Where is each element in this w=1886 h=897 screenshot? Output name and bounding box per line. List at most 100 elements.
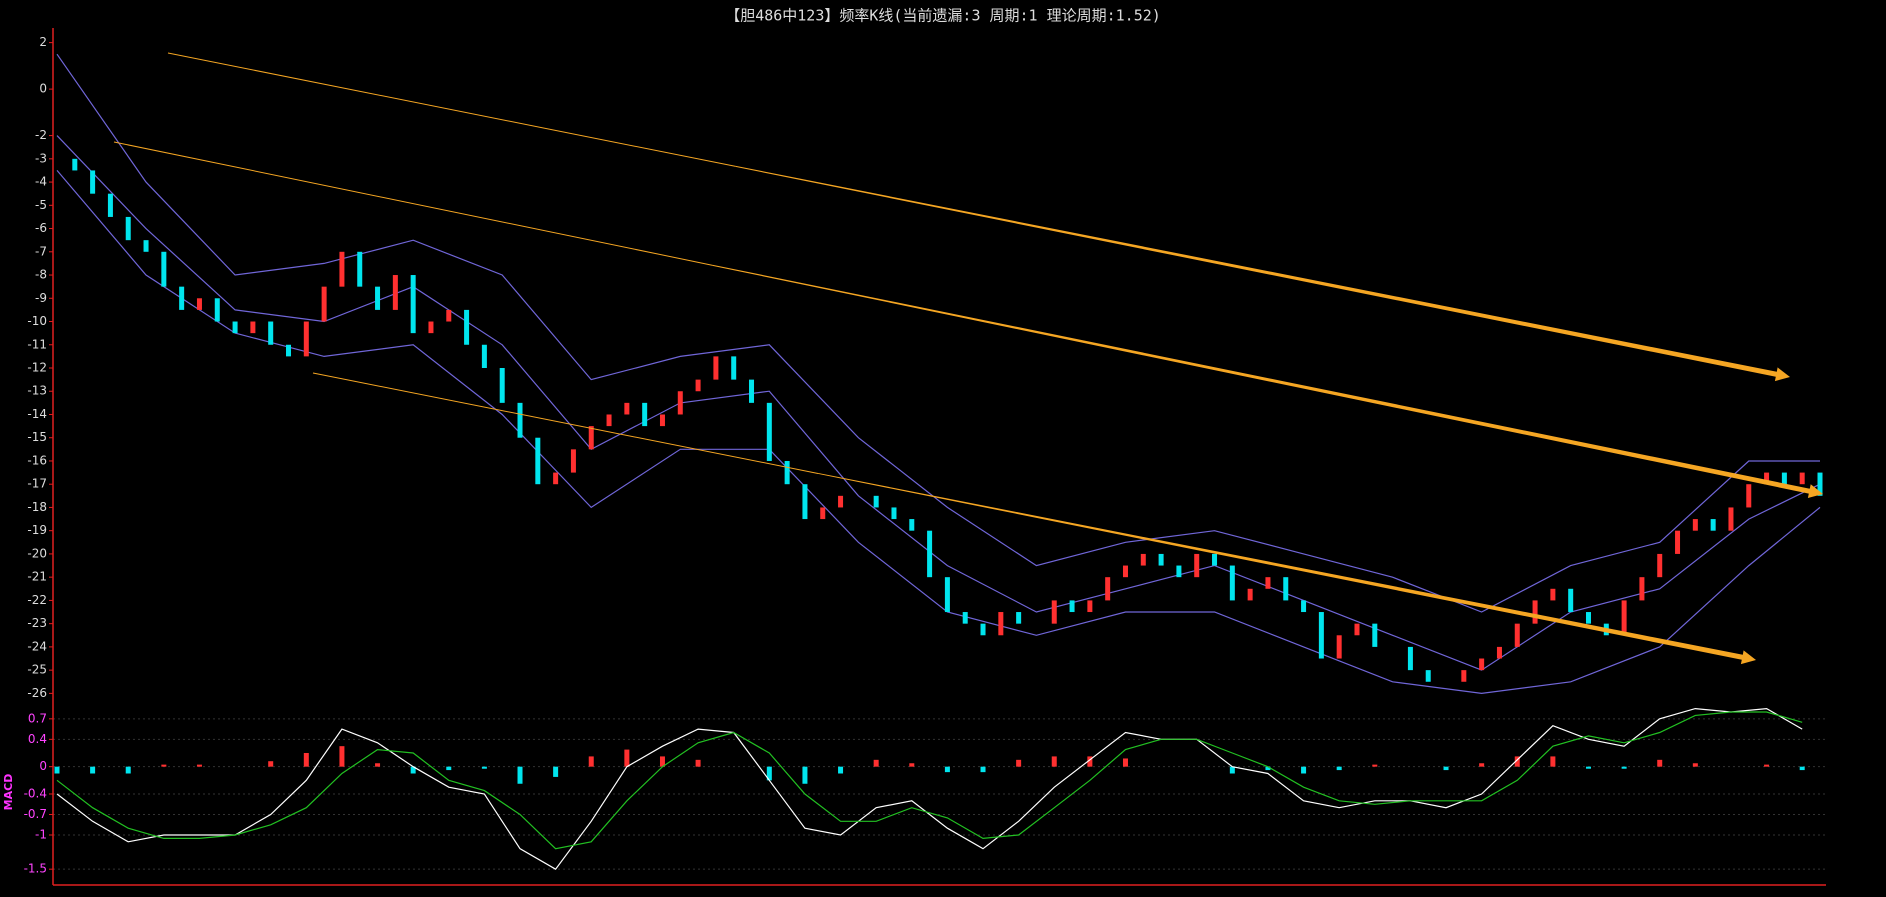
histogram-bar xyxy=(1087,756,1093,767)
histogram-bar xyxy=(553,766,559,777)
candle xyxy=(90,170,96,194)
histogram-bar xyxy=(909,763,915,767)
candle xyxy=(499,368,505,403)
histogram-bar xyxy=(196,764,202,767)
candle xyxy=(766,402,772,461)
candle xyxy=(1514,623,1520,647)
histogram-bar xyxy=(446,766,452,771)
candle xyxy=(1229,565,1235,601)
histogram-bar xyxy=(1229,766,1235,774)
histogram-bar xyxy=(980,766,986,773)
histogram-bar xyxy=(268,761,274,767)
histogram-bar xyxy=(54,766,60,774)
candle xyxy=(1301,600,1307,613)
histogram-bar xyxy=(1692,763,1698,767)
candle xyxy=(570,449,576,473)
y-tick-label: -25 xyxy=(27,663,47,677)
candle xyxy=(820,507,826,520)
candle xyxy=(1069,600,1075,613)
candle xyxy=(695,379,701,392)
trend-line xyxy=(167,52,736,167)
histogram-bar xyxy=(375,763,381,767)
histogram-bar xyxy=(125,766,131,774)
candle xyxy=(143,240,149,252)
y-tick-label: -10 xyxy=(27,314,47,328)
y-tick-label: -17 xyxy=(27,477,47,491)
candle xyxy=(891,507,897,520)
candle xyxy=(1212,553,1218,566)
band-line xyxy=(56,135,1821,671)
histogram-bar xyxy=(481,766,487,769)
histogram-bar xyxy=(1016,759,1022,767)
candle xyxy=(749,379,755,403)
y-tick-label: -15 xyxy=(27,430,47,444)
candle xyxy=(1194,553,1200,578)
candle xyxy=(214,298,220,322)
histogram-bar xyxy=(1764,764,1770,767)
histogram-bar xyxy=(1443,766,1449,771)
candle xyxy=(107,193,113,217)
candle xyxy=(553,472,559,485)
candle xyxy=(980,623,986,636)
candle xyxy=(1407,646,1413,671)
candle xyxy=(161,251,167,287)
candle xyxy=(268,321,274,345)
y-tick-label: 0.4 xyxy=(28,732,47,746)
candle xyxy=(392,275,398,310)
candle xyxy=(125,216,131,241)
histogram-bar xyxy=(1265,766,1271,771)
histogram-bar xyxy=(1550,756,1556,767)
candle xyxy=(873,495,879,508)
candle xyxy=(659,414,665,427)
candle xyxy=(1728,507,1734,531)
candle xyxy=(1122,565,1128,578)
histogram-bar xyxy=(90,766,96,774)
candle xyxy=(1799,472,1805,485)
y-tick-label: -22 xyxy=(27,593,47,607)
y-tick-label: 2 xyxy=(39,35,47,49)
axis-ticks: 20-2-3-4-5-6-7-8-9-10-11-12-13-14-15-16-… xyxy=(24,35,53,876)
histogram-bar xyxy=(766,766,772,781)
candle xyxy=(339,251,345,287)
candle xyxy=(731,356,737,380)
trend-arrow xyxy=(735,165,1790,382)
candle xyxy=(606,414,612,427)
plot-area xyxy=(54,53,1823,870)
candle xyxy=(1746,484,1752,508)
y-tick-label: -13 xyxy=(27,384,47,398)
y-tick-label: -18 xyxy=(27,500,47,514)
y-tick-label: -14 xyxy=(27,407,47,421)
candle xyxy=(1479,658,1485,671)
histogram-bar xyxy=(161,764,167,767)
y-tick-label: -12 xyxy=(27,361,47,375)
candle xyxy=(1550,588,1556,601)
histogram-bar xyxy=(1336,766,1342,771)
candle xyxy=(784,460,790,485)
y-tick-label: -0.4 xyxy=(24,787,47,801)
y-tick-label: 0.7 xyxy=(28,711,47,725)
candle xyxy=(321,286,327,322)
y-tick-label: -1 xyxy=(35,828,47,842)
candle xyxy=(998,612,1004,636)
candle xyxy=(517,402,523,438)
trend-line xyxy=(113,141,713,266)
histogram-bar xyxy=(1514,756,1520,767)
candle xyxy=(375,286,381,310)
histogram-bar xyxy=(1122,758,1128,767)
candle xyxy=(1265,577,1271,589)
y-tick-label: -8 xyxy=(35,268,47,282)
macd-line xyxy=(56,707,1803,870)
y-tick-label: -9 xyxy=(35,291,47,305)
y-tick-label: -16 xyxy=(27,453,47,467)
candle xyxy=(1158,553,1164,566)
y-tick-label: -26 xyxy=(27,686,47,700)
histogram-bar xyxy=(1051,756,1057,767)
band-line xyxy=(56,170,1821,695)
histogram-bar xyxy=(1301,766,1307,774)
candle xyxy=(838,495,844,508)
candle xyxy=(303,321,309,357)
candle xyxy=(1817,472,1823,496)
candle xyxy=(1372,623,1378,647)
histogram-bar xyxy=(1585,766,1591,769)
